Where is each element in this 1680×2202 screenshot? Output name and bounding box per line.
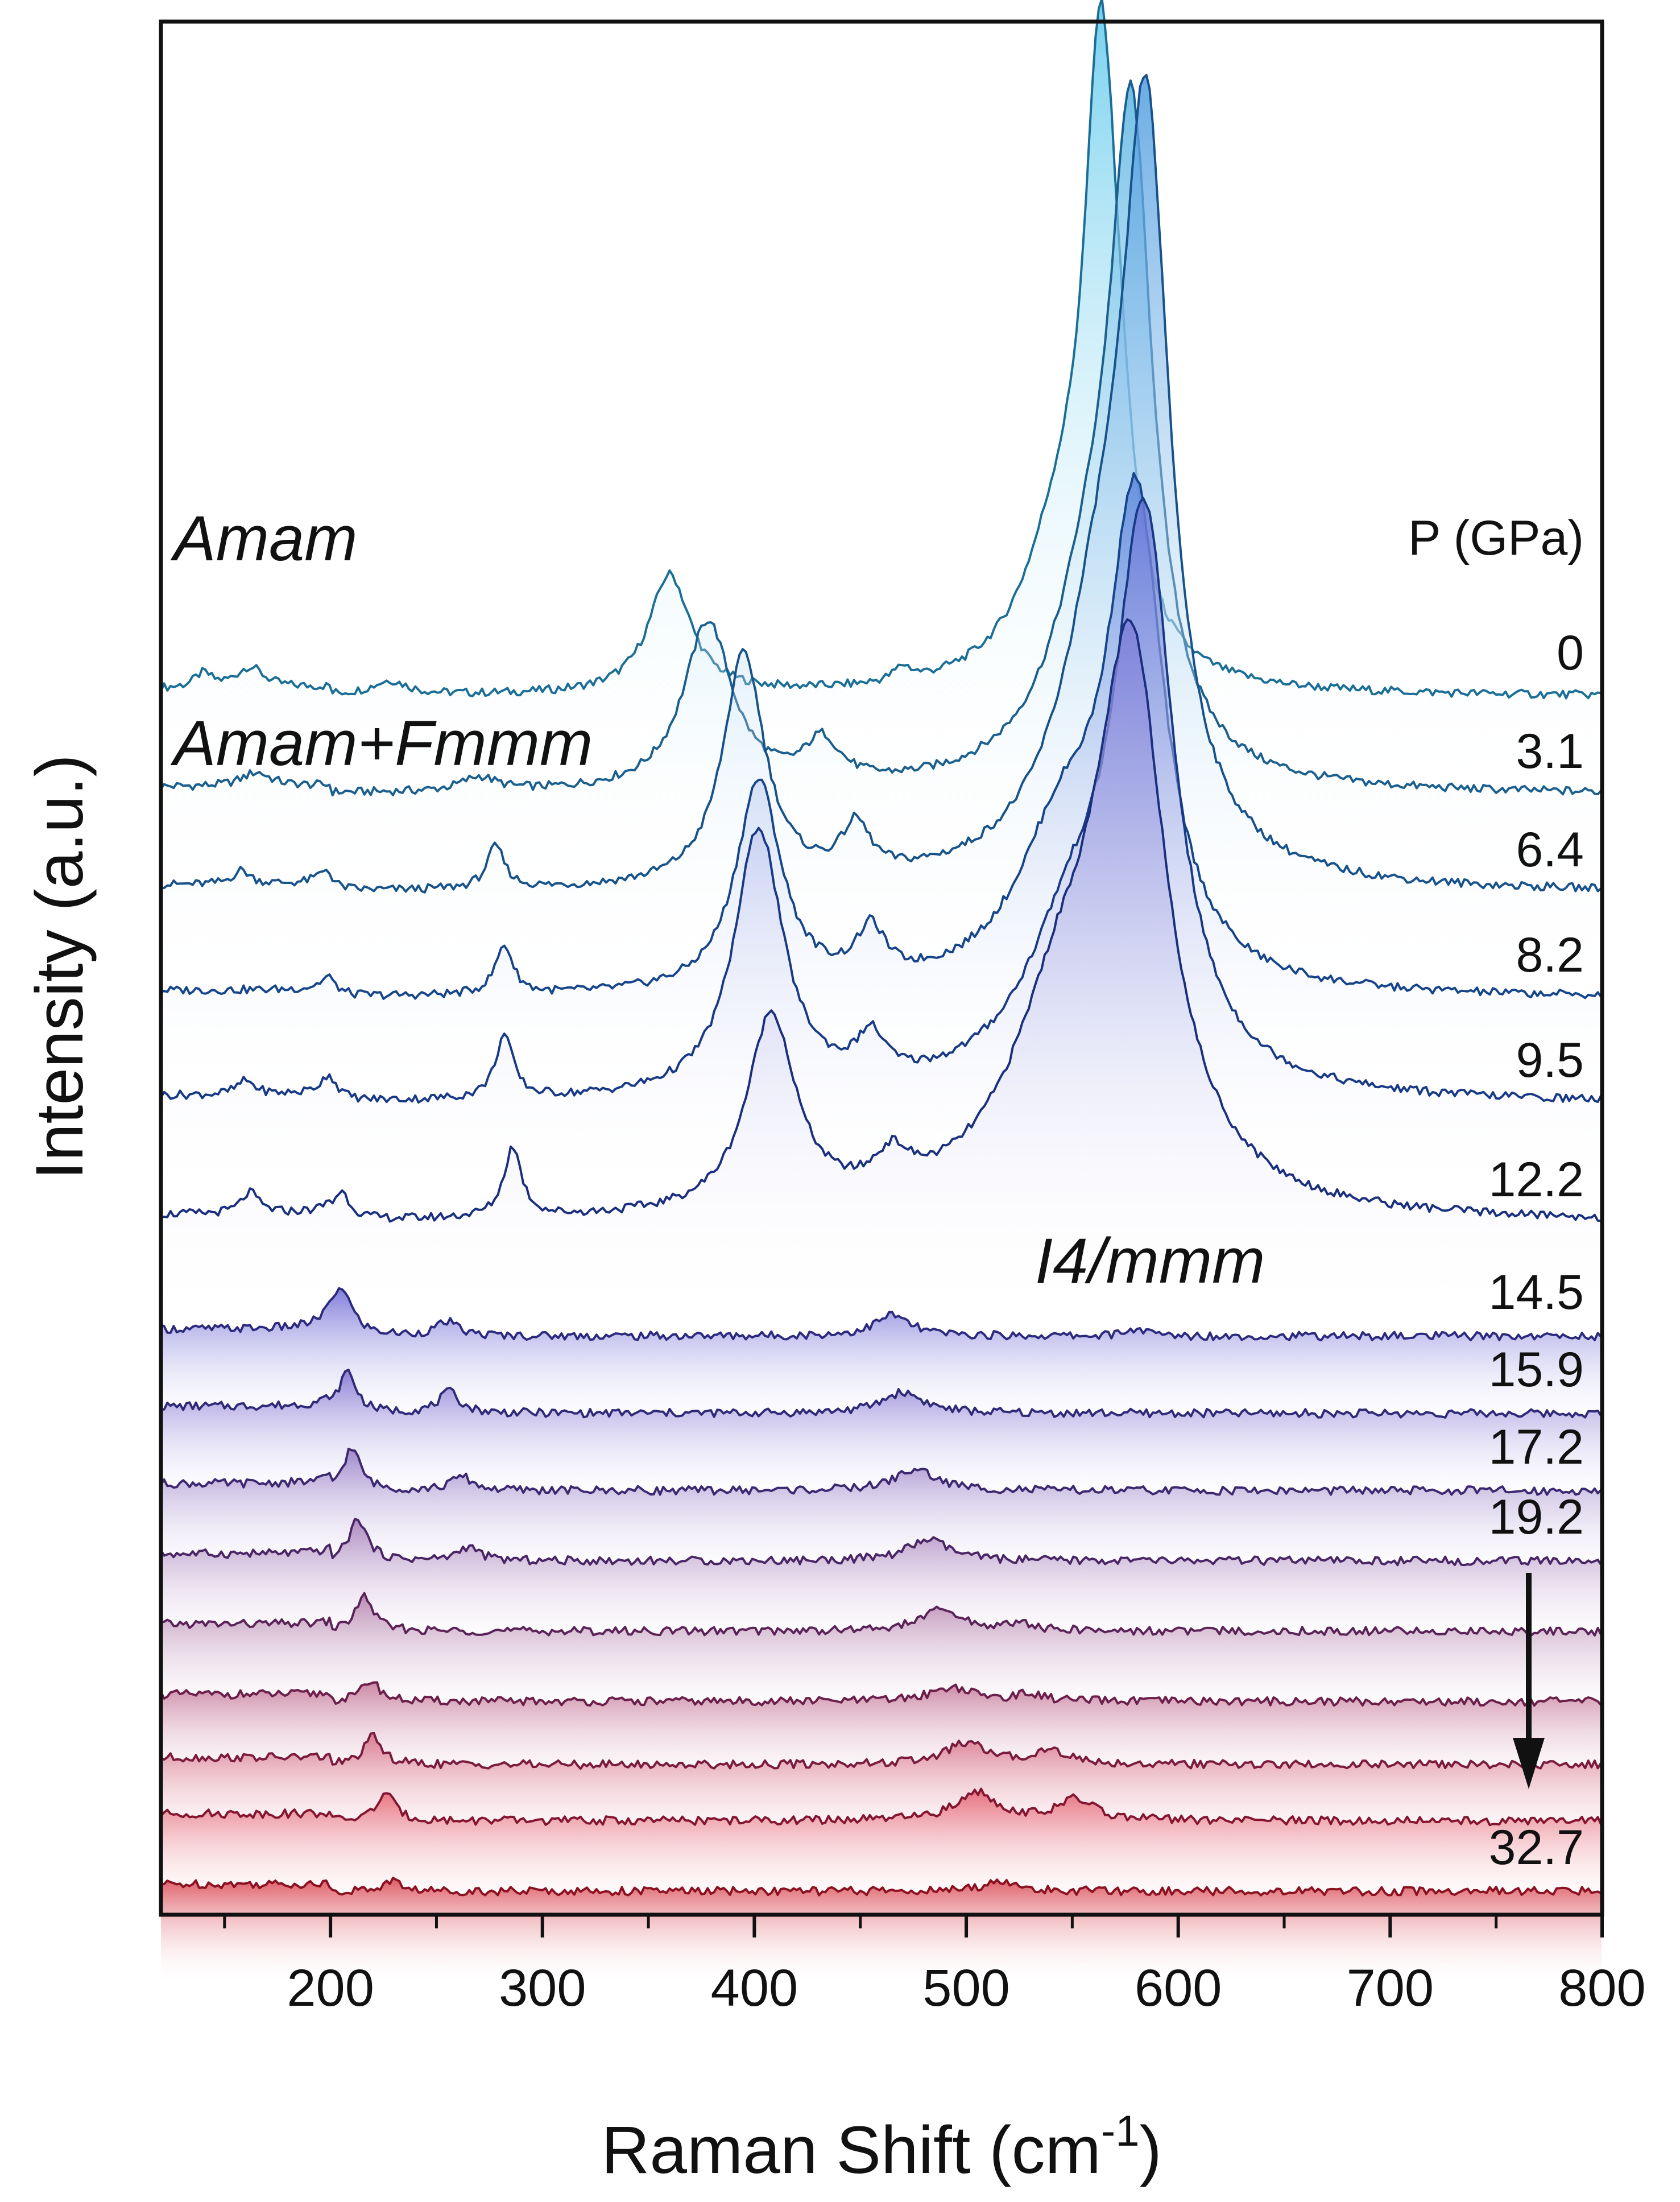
pressure-label-7: 15.9 [1489, 1342, 1584, 1397]
pressure-label-1: 3.1 [1516, 724, 1584, 779]
x-axis-ticks: 200 300 400 500 600 700 800 [223, 1915, 1646, 2017]
spectrum-line-1 [160, 79, 1602, 797]
spectrum-line-11 [160, 1681, 1602, 1707]
spectrum-fill-1 [161, 80, 1602, 887]
spectrum-fill-10 [161, 1593, 1602, 1723]
spectrum-fill-5 [161, 619, 1602, 1315]
pressure-label-0: 0 [1557, 626, 1584, 680]
y-axis-title: Intensity (a.u.) [22, 754, 97, 1180]
x-tick-label-3: 500 [922, 1959, 1010, 2017]
spectrum-fill-9 [161, 1519, 1602, 1652]
spectrum-line-0 [160, 0, 1602, 700]
spectrum-line-12 [160, 1732, 1602, 1770]
spectrum-line-13 [160, 1787, 1602, 1827]
x-axis-title: Raman Shift (cm-1) [601, 2107, 1162, 2188]
phase-label-i4mmm: I4/mmm [1035, 1225, 1265, 1296]
pressure-label-14: 32.7 [1489, 1820, 1584, 1875]
spectrum-fill-6 [161, 1288, 1602, 1428]
pressure-header: P (GPa) [1408, 511, 1584, 565]
x-tick-label-5: 700 [1347, 1959, 1434, 2017]
x-tick-label-4: 600 [1135, 1959, 1222, 2017]
plot-frame [159, 19, 1604, 1917]
spectrum-line-14 [160, 1877, 1602, 1897]
phase-label-amam-fmmm: Amam+Fmmm [170, 708, 593, 779]
spectrum-line-5 [160, 618, 1602, 1223]
x-tick-label-0: 200 [287, 1959, 374, 2017]
spectra-traces [160, 0, 1602, 1983]
spectrum-line-10 [160, 1592, 1602, 1637]
x-tick-label-2: 400 [711, 1959, 798, 2017]
pressure-label-9: 19.2 [1489, 1490, 1584, 1544]
spectrum-fill-14 [161, 1878, 1602, 1983]
spectrum-fill-4 [161, 498, 1602, 1196]
spectrum-line-6 [160, 1287, 1602, 1341]
spectrum-line-3 [160, 472, 1602, 1000]
spectrum-fill-0 [161, 0, 1602, 788]
pressure-label-8: 17.2 [1489, 1420, 1584, 1474]
pressure-arrow-icon [1513, 1573, 1545, 1789]
x-tick-label-1: 300 [499, 1959, 586, 2017]
spectrum-fill-7 [161, 1370, 1602, 1505]
spectrum-fill-2 [161, 75, 1602, 985]
pressure-label-3: 8.2 [1516, 928, 1584, 982]
pressure-label-4: 9.5 [1516, 1033, 1584, 1088]
spectrum-line-4 [160, 497, 1602, 1104]
pressure-label-5: 12.2 [1489, 1152, 1584, 1207]
spectrum-line-2 [160, 74, 1602, 894]
pressure-label-6: 14.5 [1489, 1265, 1584, 1320]
x-tick-label-6: 800 [1558, 1959, 1646, 2017]
spectrum-line-8 [160, 1448, 1602, 1496]
spectrum-line-9 [160, 1518, 1602, 1567]
spectrum-fill-8 [161, 1449, 1602, 1583]
spectrum-line-7 [160, 1369, 1602, 1419]
pressure-labels: 0 3.1 6.4 8.2 9.5 12.2 14.5 15.9 17.2 19.2 32.7 [1489, 626, 1584, 1875]
spectrum-fill-3 [161, 473, 1602, 1090]
phase-label-amam: Amam [170, 503, 358, 574]
pressure-label-2: 6.4 [1516, 823, 1584, 877]
